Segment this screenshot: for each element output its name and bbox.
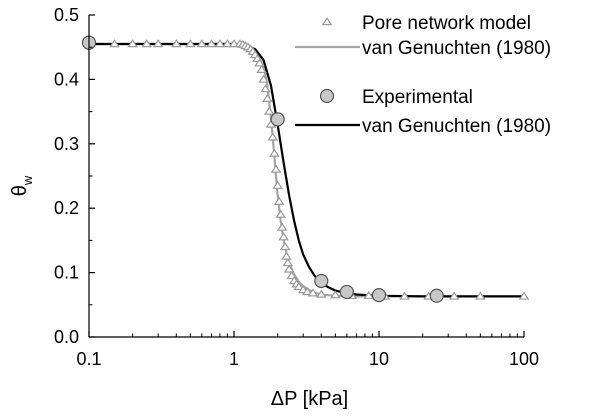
pore-network-point <box>272 180 283 189</box>
pore-network-point <box>263 106 275 115</box>
pore-network-point <box>279 241 291 251</box>
legend-experimental-swatch <box>319 88 335 104</box>
pore-network-point <box>228 39 240 48</box>
pore-network-point <box>262 93 273 102</box>
legend-vg-gray-label: van Genuchten (1980) <box>362 38 551 59</box>
y-tick-label: 0.1 <box>54 263 79 283</box>
pore-network-point <box>293 281 305 291</box>
pore-network-point <box>141 39 153 48</box>
experimental-point <box>270 112 285 127</box>
pore-network-point <box>363 290 375 300</box>
pore-network-point <box>330 290 341 299</box>
experimental-point <box>339 284 354 300</box>
y-tick-label: 0.2 <box>54 198 79 218</box>
pore-network-point <box>127 39 138 48</box>
pore-network-point <box>152 39 164 48</box>
pore-network-point <box>518 291 530 300</box>
legend: Pore network model van Genuchten (1980) Ex… <box>295 13 551 137</box>
pore-network-point <box>282 258 294 267</box>
y-tick-label: 0.3 <box>54 134 79 154</box>
y-tick-label: 0.4 <box>54 69 79 89</box>
pore-network-point <box>267 132 279 141</box>
y-tick-label: 0.0 <box>54 327 79 347</box>
legend-experimental-label: Experimental <box>362 87 473 108</box>
legend-experimental: Experimental <box>319 87 473 108</box>
pore-network-point <box>185 39 196 48</box>
pore-network-point <box>109 39 120 48</box>
pore-network-point <box>269 148 280 157</box>
pore-network-point <box>206 39 217 48</box>
pore-network-point <box>222 39 233 48</box>
legend-pore-network-label: Pore network model <box>362 13 531 34</box>
legend-vg-black: van Genuchten (1980) <box>295 116 551 137</box>
pore-network-point <box>475 291 486 300</box>
pore-network-point <box>276 222 288 231</box>
x-axis-label: ΔP [kPa] <box>271 388 348 410</box>
pore-network-point <box>254 58 265 67</box>
pore-network-point <box>315 289 327 298</box>
legend-pore-network-swatch <box>321 17 333 26</box>
legend-vg-black-label: van Genuchten (1980) <box>362 116 551 137</box>
series-3-line <box>89 42 524 298</box>
experimental-point <box>371 288 387 303</box>
pore-network-point <box>399 291 410 300</box>
pore-network-point <box>260 84 271 93</box>
y-tick-label: 0.5 <box>54 5 79 25</box>
pore-network-point <box>448 291 460 300</box>
pore-network-point <box>283 264 295 273</box>
y-axis-label-subscript: w <box>20 175 35 186</box>
y-axis-label-symbol: θ <box>9 185 31 196</box>
experimental-point <box>429 288 444 303</box>
pore-network-point <box>275 209 287 218</box>
legend-pore-network: Pore network model <box>321 13 531 34</box>
pore-network-point <box>273 196 285 206</box>
pore-network-point <box>278 232 289 241</box>
pore-network-point <box>270 164 282 173</box>
pore-network-point <box>214 39 226 48</box>
y-axis-label: θw <box>9 175 35 196</box>
experimental-point <box>314 273 329 289</box>
x-tick-label: 0.1 <box>76 349 101 369</box>
plot-area <box>81 35 530 303</box>
pore-network-point <box>258 74 269 83</box>
pore-network-point <box>256 64 267 73</box>
pore-network-point <box>301 287 313 296</box>
x-tick-label: 10 <box>369 349 389 369</box>
legend-vg-gray: van Genuchten (1980) <box>295 38 551 59</box>
pore-network-point <box>170 39 182 48</box>
pore-network-point <box>307 288 319 297</box>
x-tick-label: 100 <box>509 349 539 369</box>
pore-network-point <box>281 251 292 260</box>
pore-network-point <box>196 39 208 48</box>
series-1-line <box>89 42 524 298</box>
x-tick-label: 1 <box>229 349 239 369</box>
